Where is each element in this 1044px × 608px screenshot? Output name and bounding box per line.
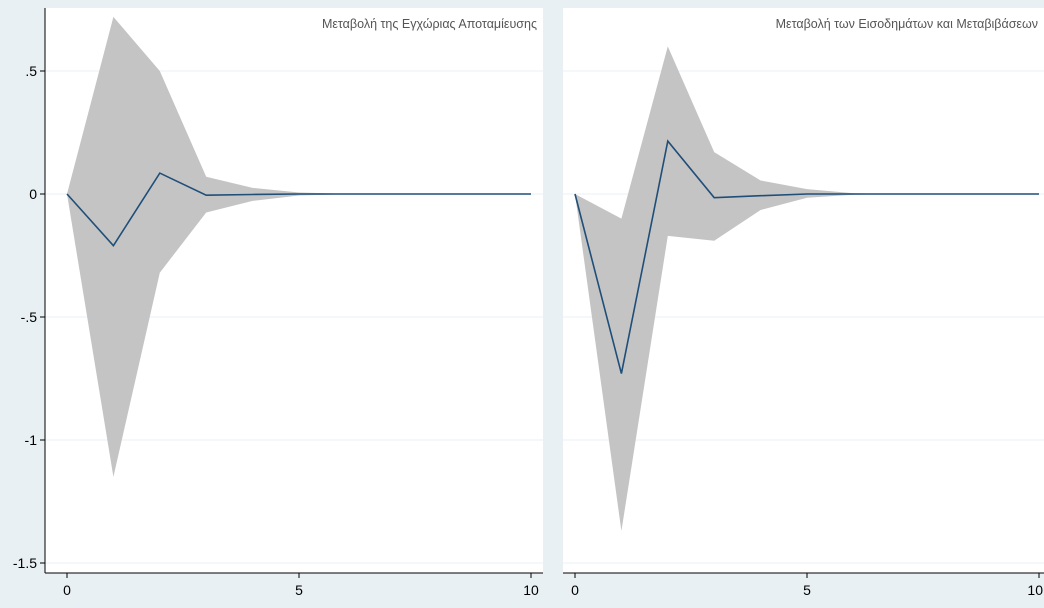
y-tick-label-1-4: -1.5 — [13, 555, 37, 571]
chart-title-1: Μεταβολή της Εγχώριας Αποταμίευσης — [322, 17, 537, 31]
x-tick-label-2-2: 10 — [1027, 582, 1043, 598]
x-tick-label-2-0: 0 — [571, 582, 579, 598]
irf-panel-2: Μεταβολή των Εισοδημάτων και Μεταβιβάσεω… — [563, 8, 1044, 598]
confidence-band-2 — [575, 46, 1039, 532]
x-tick-label-1-2: 10 — [523, 582, 539, 598]
irf-line-1 — [66, 172, 531, 247]
y-tick-label-1-3: -1 — [25, 432, 38, 448]
x-tick-label-1-1: 5 — [295, 582, 303, 598]
chart-title-2: Μεταβολή των Εισοδημάτων και Μεταβιβάσεω… — [776, 17, 1038, 31]
irf-line-2 — [574, 139, 1039, 374]
y-tick-label-1-0: .5 — [25, 63, 37, 79]
y-tick-label-1-1: 0 — [29, 186, 37, 202]
confidence-band-1 — [67, 16, 531, 477]
irf-panel-1: Μεταβολή της Εγχώριας Αποταμίευσης .5 0 -.5… — [13, 8, 543, 598]
x-tick-label-1-0: 0 — [63, 582, 71, 598]
y-tick-label-1-2: -.5 — [21, 309, 38, 325]
x-tick-label-2-1: 5 — [803, 582, 811, 598]
